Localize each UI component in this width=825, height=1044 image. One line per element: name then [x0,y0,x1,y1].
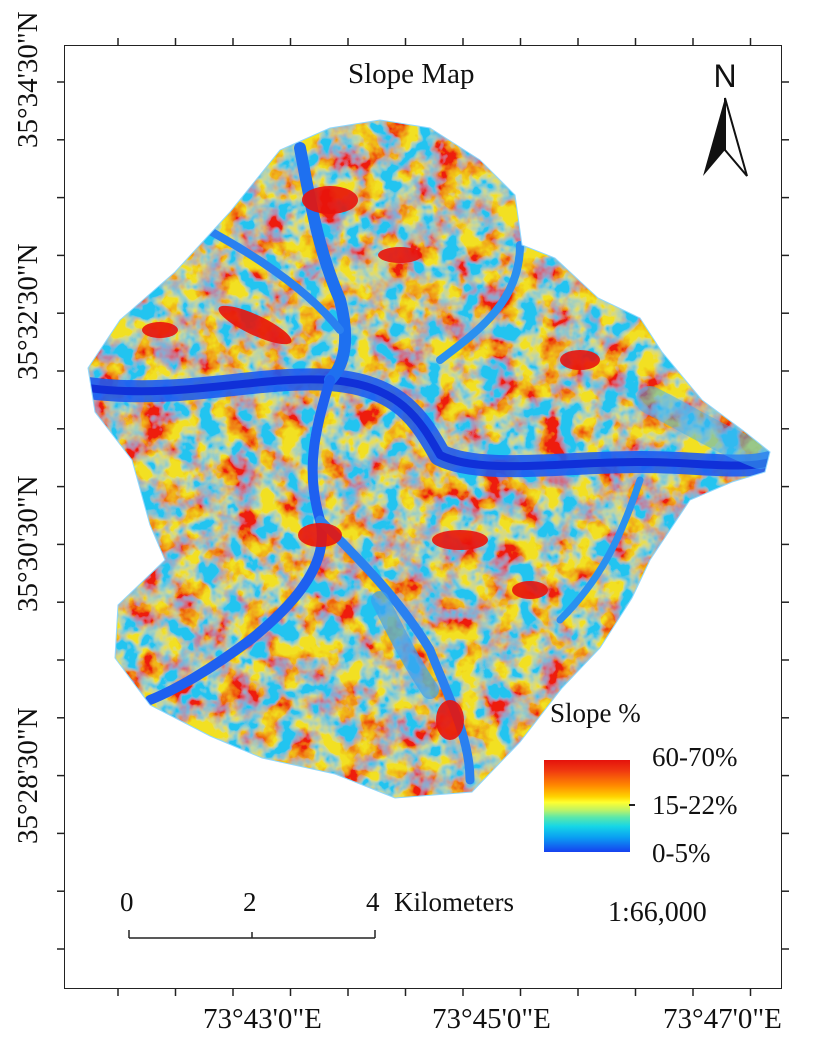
legend-low-label: 0-5% [652,838,711,868]
scale-bar [128,930,376,939]
legend-mid-label: 15-22% [652,790,738,820]
legend-title: Slope % [550,698,641,728]
legend-high-label: 60-70% [652,742,738,772]
scale-tick-label: 4 [366,887,380,917]
legend-mid-tick [629,804,635,806]
north-letter: N [713,58,737,94]
longitude-label: 73°47'0"E [663,1003,782,1035]
latitude-label: 35°30'30"N [12,475,44,612]
north-arrow-icon [703,97,748,177]
latitude-label: 35°34'30"N [12,11,44,148]
longitude-label: 73°45'0"E [432,1003,551,1035]
map-title: Slope Map [348,58,475,90]
legend-color-ramp [544,760,630,852]
latitude-label: 35°32'30"N [12,243,44,380]
longitude-label: 73°43'0"E [203,1003,322,1035]
basin-boundary [87,119,771,799]
scale-tick-label: 0 [120,887,134,917]
latitude-label: 35°28'30"N [12,707,44,844]
scale-tick-label: 2 [243,887,257,917]
north-arrow: N [695,58,755,182]
scale-units-label: Kilometers [394,887,514,917]
scale-ratio: 1:66,000 [608,897,707,928]
